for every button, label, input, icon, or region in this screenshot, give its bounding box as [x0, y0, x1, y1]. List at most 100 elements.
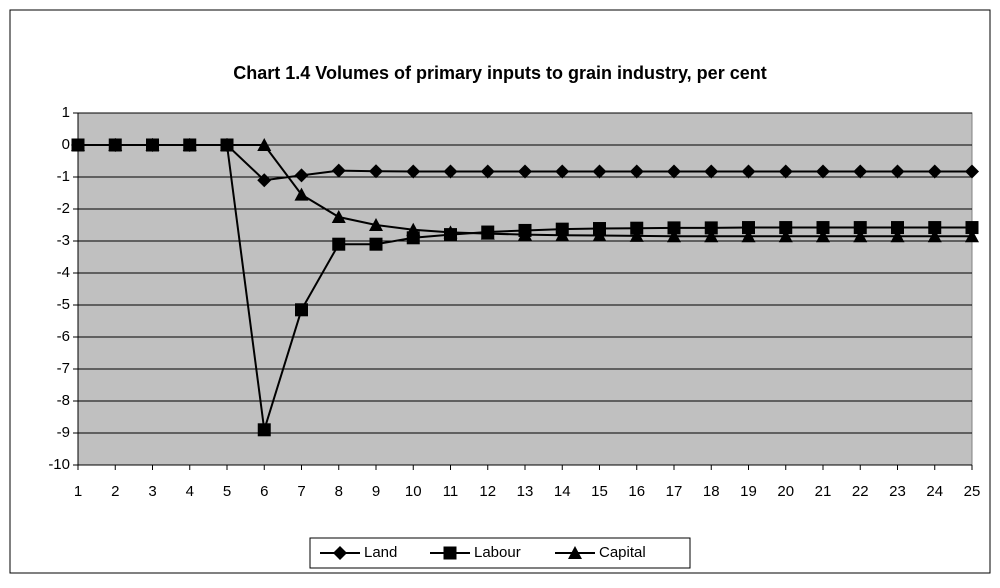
- data-point: [480, 226, 495, 240]
- data-point: [145, 138, 160, 151]
- data-point: [816, 164, 830, 179]
- x-tick-label: 2: [111, 483, 119, 500]
- data-point: [629, 164, 644, 179]
- legend-label: Land: [364, 544, 397, 561]
- x-tick-label: 19: [740, 483, 757, 500]
- data-point: [593, 222, 606, 236]
- y-tick-label: -9: [57, 424, 70, 441]
- data-point: [369, 218, 383, 231]
- data-point: [891, 221, 904, 235]
- data-point: [965, 229, 979, 243]
- data-point: [480, 164, 495, 179]
- data-point: [108, 138, 123, 151]
- y-tick-label: -6: [57, 328, 70, 345]
- data-point: [555, 228, 570, 242]
- legend-marker: [568, 546, 582, 559]
- data-point: [331, 210, 346, 223]
- x-tick-label: 1: [74, 483, 82, 500]
- x-tick-label: 18: [703, 483, 720, 500]
- data-point: [741, 164, 756, 179]
- x-tick-label: 12: [479, 483, 496, 500]
- x-tick-label: 15: [591, 483, 608, 500]
- data-point: [630, 221, 644, 235]
- data-point: [443, 225, 458, 239]
- data-point: [890, 164, 905, 179]
- x-tick-label: 21: [815, 483, 832, 500]
- data-point: [220, 138, 234, 151]
- x-tick-label: 4: [186, 483, 194, 500]
- data-point: [928, 221, 942, 235]
- data-point: [704, 229, 719, 243]
- data-point: [71, 138, 85, 151]
- y-tick-label: -8: [57, 392, 70, 409]
- y-tick-label: 1: [62, 104, 70, 121]
- data-point: [778, 164, 793, 179]
- x-tick-label: 8: [335, 483, 343, 500]
- legend-box: [309, 537, 691, 569]
- data-point: [667, 164, 681, 179]
- chart-title: Chart 1.4 Volumes of primary inputs to g…: [233, 63, 766, 83]
- data-point: [332, 237, 346, 251]
- data-point: [629, 228, 644, 242]
- x-tick-label: 22: [852, 483, 869, 500]
- y-tick-label: -2: [57, 200, 70, 217]
- data-point: [778, 229, 793, 243]
- x-tick-label: 6: [260, 483, 268, 500]
- x-tick-label: 17: [666, 483, 683, 500]
- data-point: [518, 227, 532, 241]
- legend-label: Capital: [599, 544, 646, 561]
- legend-marker: [443, 546, 457, 560]
- data-point: [182, 138, 197, 151]
- legend-marker: [333, 546, 347, 560]
- data-point: [853, 229, 868, 243]
- data-point: [369, 237, 383, 251]
- x-tick-label: 9: [372, 483, 380, 500]
- data-point: [890, 229, 905, 243]
- data-point: [779, 221, 793, 235]
- data-point: [927, 229, 942, 243]
- y-tick-label: -1: [57, 168, 70, 185]
- data-point: [406, 222, 421, 236]
- data-point: [742, 221, 755, 235]
- x-tick-label: 10: [405, 483, 422, 500]
- data-point: [853, 221, 867, 235]
- data-point: [704, 164, 719, 179]
- data-point: [965, 221, 979, 235]
- y-tick-label: 0: [62, 136, 70, 153]
- data-point: [518, 164, 532, 179]
- data-point: [667, 221, 681, 235]
- data-point: [592, 164, 607, 179]
- y-tick-label: -4: [57, 264, 70, 281]
- data-point: [294, 187, 309, 201]
- x-tick-label: 7: [297, 483, 305, 500]
- x-tick-label: 13: [517, 483, 534, 500]
- data-point: [741, 229, 756, 243]
- y-tick-label: -5: [57, 296, 70, 313]
- data-point: [704, 221, 718, 235]
- y-tick-label: -3: [57, 232, 70, 249]
- data-point: [927, 164, 942, 179]
- data-point: [443, 164, 458, 179]
- data-point: [295, 303, 308, 317]
- x-tick-label: 3: [148, 483, 156, 500]
- data-point: [406, 164, 421, 179]
- data-point: [816, 229, 830, 243]
- y-tick-label: -10: [48, 456, 70, 473]
- data-point: [853, 164, 868, 179]
- x-tick-label: 24: [926, 483, 943, 500]
- data-point: [592, 228, 607, 242]
- data-point: [257, 138, 272, 151]
- x-tick-label: 25: [964, 483, 981, 500]
- data-point: [667, 229, 681, 243]
- y-tick-label: -7: [57, 360, 70, 377]
- data-point: [257, 423, 271, 437]
- data-point: [369, 164, 383, 179]
- data-point: [965, 164, 979, 179]
- data-point: [294, 168, 309, 183]
- data-point: [331, 163, 346, 178]
- data-point: [816, 221, 830, 235]
- legend-label: Labour: [474, 544, 521, 561]
- x-tick-label: 23: [889, 483, 906, 500]
- x-tick-label: 16: [628, 483, 645, 500]
